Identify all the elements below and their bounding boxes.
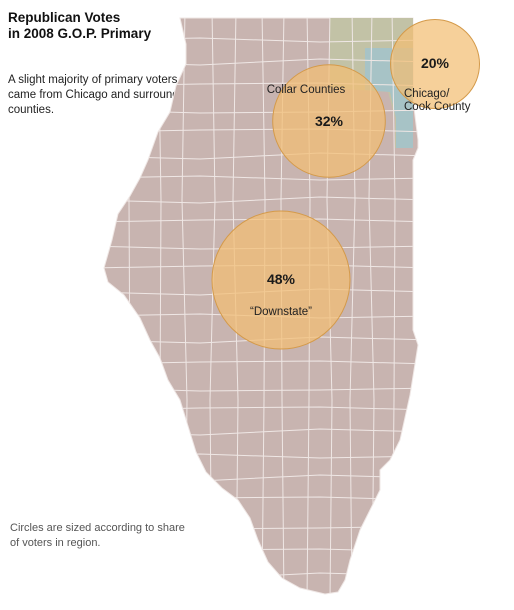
- collar-counties-name-label: Collar Counties: [267, 84, 346, 96]
- chicago-cook-county-bubble: [390, 19, 480, 109]
- title-line-1: Republican Votes: [8, 10, 121, 25]
- county-line: [104, 175, 418, 181]
- title-line-2: in 2008 G.O.P. Primary: [8, 26, 152, 41]
- downstate-share-label: 48%: [267, 271, 296, 287]
- map-title: Republican Votes in 2008 G.O.P. Primary: [8, 10, 151, 42]
- region-bubbles: 20% Chicago/Cook County 32% Collar Counties…: [211, 19, 480, 350]
- collar-counties-bubble: [272, 64, 386, 178]
- downstate-name-label: “Downstate”: [250, 306, 312, 318]
- chicago-cook-county-name-label: Chicago/: [404, 88, 450, 100]
- chicago-cook-county-share-label: 20%: [421, 55, 450, 71]
- county-line: [104, 572, 418, 580]
- map-subtitle: A slight majority of primary voters came…: [8, 74, 195, 116]
- downstate-bubble: [211, 210, 351, 350]
- chicago-cook-county-name-label: Cook County: [404, 101, 471, 113]
- county-line: [104, 196, 418, 204]
- map-footnote: Circles are sized according to share of …: [10, 522, 185, 549]
- collar-counties-share-label: 32%: [315, 113, 344, 129]
